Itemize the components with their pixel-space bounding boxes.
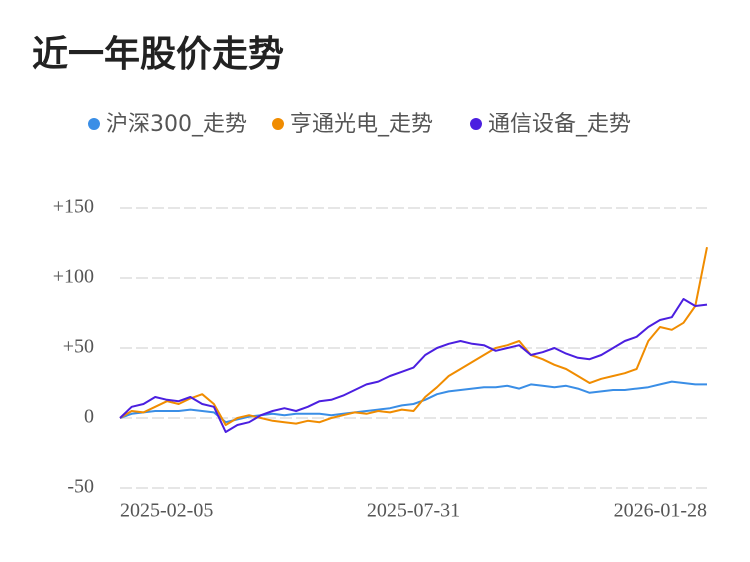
series-line [119, 380, 707, 424]
chart-title: 近一年股价走势 [32, 34, 284, 75]
legend-label: 亨通光电_走势 [290, 112, 433, 137]
series-line [119, 298, 708, 433]
legend-label: 沪深300_走势 [106, 112, 247, 137]
y-tick-label: -50 [67, 476, 94, 498]
series-line [119, 247, 708, 426]
x-tick-label: 2025-02-05 [120, 500, 213, 522]
legend-marker [88, 118, 100, 130]
y-tick-label: +50 [63, 336, 94, 358]
x-tick-label: 2025-07-31 [367, 500, 460, 522]
legend-marker [272, 118, 284, 130]
legend: 沪深300_走势 亨通光电_走势 通信设备_走势 [88, 112, 631, 137]
legend-marker [470, 118, 482, 130]
legend-label: 通信设备_走势 [488, 112, 631, 137]
y-tick-label: +100 [53, 266, 94, 288]
y-tick-label: +150 [53, 196, 94, 218]
x-tick-label: 2026-01-28 [614, 500, 707, 522]
y-tick-label: 0 [84, 406, 94, 428]
